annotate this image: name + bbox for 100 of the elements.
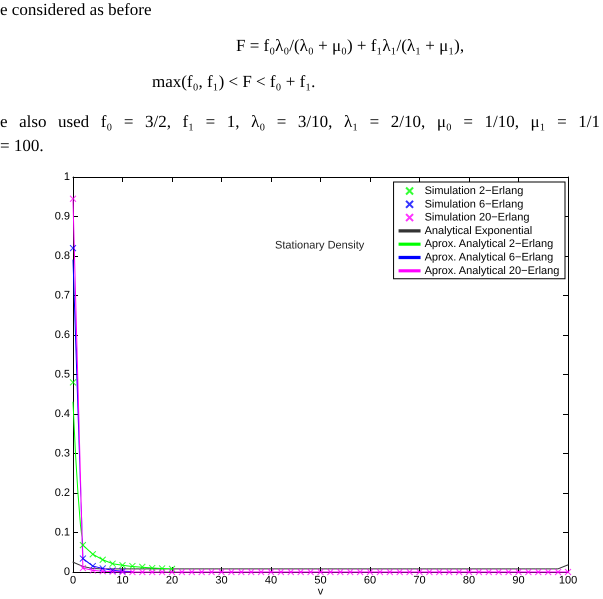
point	[554, 568, 562, 576]
point	[406, 568, 414, 576]
point	[70, 244, 76, 252]
point	[128, 562, 136, 570]
point	[505, 568, 512, 576]
point	[534, 568, 542, 576]
point	[178, 568, 186, 576]
point	[446, 568, 453, 576]
point	[128, 568, 136, 576]
point	[89, 566, 96, 574]
point	[277, 568, 284, 576]
point	[317, 568, 324, 576]
legend-label: Simulation 2−Erlang	[424, 185, 524, 197]
y-tick-label: 0.6	[54, 329, 70, 341]
y-tick-label: 0.1	[54, 526, 70, 538]
y-tick-label: 0.4	[54, 408, 70, 420]
point	[495, 568, 502, 576]
point	[79, 564, 86, 572]
legend-label: Aprox. Analytical 20−Erlang	[424, 264, 560, 277]
point	[426, 568, 433, 576]
point	[396, 568, 404, 576]
point	[515, 568, 522, 576]
point	[485, 568, 492, 576]
point	[119, 562, 126, 569]
text: Stationary Density	[275, 240, 365, 252]
x-tick-label: 70	[413, 574, 426, 586]
point	[416, 568, 423, 576]
point	[168, 568, 176, 576]
point	[138, 568, 146, 576]
point	[475, 568, 482, 576]
text: F = f₀λ₀/(λ₀ + μ₀) + f₁λ₁/(λ₁ + μ₁),	[236, 36, 464, 56]
point	[168, 565, 176, 572]
text: e considered as before	[0, 0, 152, 20]
point	[297, 568, 304, 576]
y-tick-label: 0.7	[54, 290, 70, 302]
point	[138, 563, 146, 570]
legend-label: Aprox. Analytical 6−Erlang	[424, 252, 554, 264]
point	[287, 568, 294, 576]
point	[218, 568, 225, 576]
point	[79, 542, 86, 549]
point	[356, 568, 364, 576]
point	[79, 555, 86, 562]
line-series	[72, 562, 568, 570]
legend-label: Analytical Exponential	[424, 224, 532, 237]
x-tick-label: 100	[558, 574, 578, 586]
x-tick-label: 10	[116, 574, 129, 586]
x-tick-label: 20	[166, 574, 178, 586]
point	[148, 568, 156, 576]
point	[436, 568, 443, 576]
point	[326, 568, 334, 576]
x-tick-label: 60	[364, 574, 376, 586]
x-tick-label: 90	[512, 574, 525, 586]
x-tick-label: 30	[215, 574, 228, 586]
x-axis-title: v	[318, 586, 324, 598]
point	[158, 564, 166, 572]
point	[109, 560, 116, 568]
legend-label: Simulation 6−Erlang	[424, 198, 524, 210]
point	[158, 568, 166, 576]
y-tick-label: 0.9	[54, 210, 70, 222]
legend-label: Aprox. Analytical 2−Erlang	[424, 238, 554, 250]
point	[466, 568, 472, 576]
point	[238, 568, 245, 576]
point	[228, 568, 235, 576]
point	[99, 568, 106, 575]
y-tick-label: 0.5	[54, 368, 70, 380]
y-tick-label: 0.8	[54, 250, 70, 262]
text: max(f₀, f₁) < F < f₀ + f₁.	[152, 72, 316, 92]
y-tick-label: 0.2	[54, 487, 70, 499]
x-tick-label: 40	[264, 574, 278, 586]
x-tick-label: 80	[462, 574, 476, 586]
point	[188, 568, 196, 576]
point	[148, 564, 156, 572]
x-tick-label: 50	[314, 574, 327, 586]
y-tick-label: 1	[64, 171, 70, 183]
point	[564, 568, 572, 576]
point	[89, 562, 96, 570]
point	[258, 568, 265, 576]
text: e also used f₀ = 3/2, f₁ = 1, λ₀ = 3/10, λ₁ = 2/10, μ₀ = 1/10, μ₁ = 1/1	[0, 112, 600, 132]
point	[346, 568, 354, 576]
point	[386, 568, 394, 576]
point	[544, 568, 552, 576]
point	[366, 568, 374, 576]
point	[208, 568, 216, 576]
y-tick-label: 0.3	[54, 448, 70, 460]
point	[307, 568, 314, 576]
point	[89, 550, 96, 558]
point	[70, 378, 76, 386]
point	[99, 556, 106, 564]
point	[456, 568, 463, 576]
y-tick-label: 0	[64, 566, 70, 578]
point	[99, 564, 106, 572]
point	[248, 568, 255, 576]
point	[376, 568, 384, 576]
point	[70, 195, 76, 202]
point	[198, 568, 206, 576]
legend-label: Simulation 20−Erlang	[424, 212, 530, 224]
point	[524, 568, 532, 576]
text: = 100.	[0, 136, 44, 156]
point	[336, 568, 344, 576]
point	[268, 568, 274, 576]
